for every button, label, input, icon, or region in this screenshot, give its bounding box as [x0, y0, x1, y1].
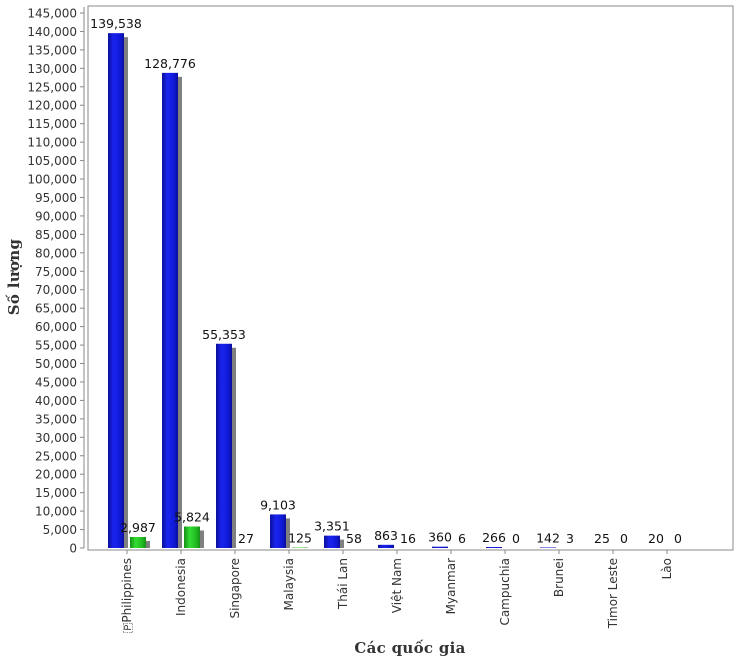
y-tick-label: 90,000: [35, 209, 77, 223]
y-axis-title: Số lượng: [5, 239, 23, 316]
data-label: 2,987: [120, 520, 156, 535]
data-label: 25: [594, 531, 610, 546]
bar: [432, 546, 448, 548]
y-tick-label: 120,000: [27, 99, 77, 113]
x-tick-label: Lào: [660, 558, 674, 579]
data-label: 16: [400, 531, 416, 546]
y-tick-label: 15,000: [35, 486, 77, 500]
y-tick-label: 35,000: [35, 412, 77, 426]
data-label: 9,103: [260, 497, 296, 512]
data-label: 3,351: [314, 519, 350, 534]
y-axis: 0 5,000 10,000 15,000 20,000 25,000 30,000 35,0…: [27, 7, 85, 556]
data-label: 0: [512, 531, 520, 546]
y-tick-label: 85,000: [35, 228, 77, 242]
data-labels: 139,538 2,987 128,776 5,824 55,353 27 9,103 125…: [90, 16, 682, 546]
data-label: 27: [238, 531, 254, 546]
bar: [184, 526, 200, 548]
data-label: 863: [374, 528, 398, 543]
plot-area: [87, 5, 734, 551]
y-tick-label: 50,000: [35, 357, 77, 371]
y-tick-label: 40,000: [35, 394, 77, 408]
data-label: 20: [648, 531, 664, 546]
bar: [540, 547, 556, 548]
y-tick-label: 105,000: [27, 154, 77, 168]
x-axis: 🇵Philippines Indonesia Singapore Malaysia Th…: [88, 549, 733, 633]
x-tick-label: Myanmar: [444, 558, 458, 614]
y-tick-label: 55,000: [35, 339, 77, 353]
y-tick-label: 80,000: [35, 246, 77, 260]
bar: [486, 547, 502, 548]
x-tick-label: Thái Lan: [336, 558, 350, 610]
data-label: 360: [428, 530, 452, 545]
x-tick-label: Indonesia: [174, 558, 188, 616]
data-label: 266: [482, 530, 506, 545]
y-tick-label: 145,000: [27, 7, 77, 21]
y-tick-label: 0: [69, 542, 77, 556]
y-tick-label: 115,000: [27, 117, 77, 131]
bar: [216, 343, 232, 548]
bar: [108, 33, 124, 549]
x-tick-label: Malaysia: [282, 558, 296, 610]
bar: [162, 72, 178, 548]
x-tick-label: Brunei: [552, 558, 566, 597]
y-tick-label: 130,000: [27, 62, 77, 76]
y-tick-label: 110,000: [27, 136, 77, 150]
data-label: 0: [674, 531, 682, 546]
data-label: 3: [566, 531, 574, 546]
y-tick-label: 30,000: [35, 431, 77, 445]
y-tick-label: 25,000: [35, 449, 77, 463]
data-label: 58: [346, 531, 362, 546]
bar: [270, 514, 286, 548]
y-tick-label: 65,000: [35, 302, 77, 316]
y-tick-label: 5,000: [43, 523, 77, 537]
y-tick-label: 95,000: [35, 191, 77, 205]
data-label: 55,353: [202, 327, 246, 342]
y-tick-label: 100,000: [27, 173, 77, 187]
data-label: 6: [458, 531, 466, 546]
data-label: 5,824: [174, 510, 210, 525]
bars: [108, 33, 556, 549]
y-tick-label: 45,000: [35, 375, 77, 389]
data-label: 139,538: [90, 16, 142, 31]
y-tick-label: 70,000: [35, 283, 77, 297]
y-tick-label: 60,000: [35, 320, 77, 334]
data-label: 125: [288, 531, 312, 546]
y-tick-label: 125,000: [27, 80, 77, 94]
y-tick-label: 10,000: [35, 505, 77, 519]
bar: [378, 544, 394, 548]
bar: [130, 536, 146, 548]
y-tick-label: 140,000: [27, 25, 77, 39]
y-tick-label: 75,000: [35, 265, 77, 279]
data-label: 128,776: [144, 56, 196, 71]
data-label: 142: [536, 530, 560, 545]
x-tick-label: Timor Leste: [606, 558, 620, 629]
x-tick-label: 🇵Philippines: [120, 558, 134, 633]
x-tick-label: Campuchia: [498, 558, 512, 626]
x-tick-label: Singapore: [228, 558, 242, 619]
y-tick-label: 135,000: [27, 43, 77, 57]
y-tick-label: 20,000: [35, 468, 77, 482]
bar: [324, 535, 340, 548]
x-axis-title: Các quốc gia: [354, 639, 465, 657]
data-label: 0: [620, 531, 628, 546]
x-tick-label: Việt Nam: [390, 558, 404, 613]
